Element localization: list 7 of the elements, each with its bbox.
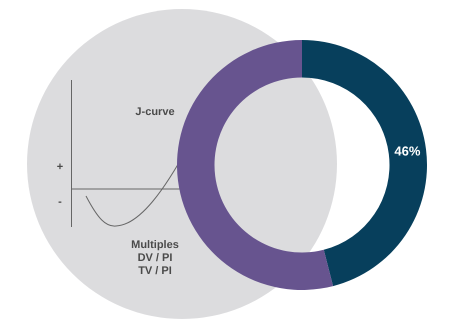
text: + xyxy=(56,160,64,175)
data-label: 46% xyxy=(394,143,421,158)
text: DV / PI xyxy=(136,251,174,266)
text: - xyxy=(57,195,63,210)
text: TV / PI xyxy=(137,264,173,279)
text: Multiples xyxy=(130,238,180,253)
text: J-curve xyxy=(134,105,176,120)
